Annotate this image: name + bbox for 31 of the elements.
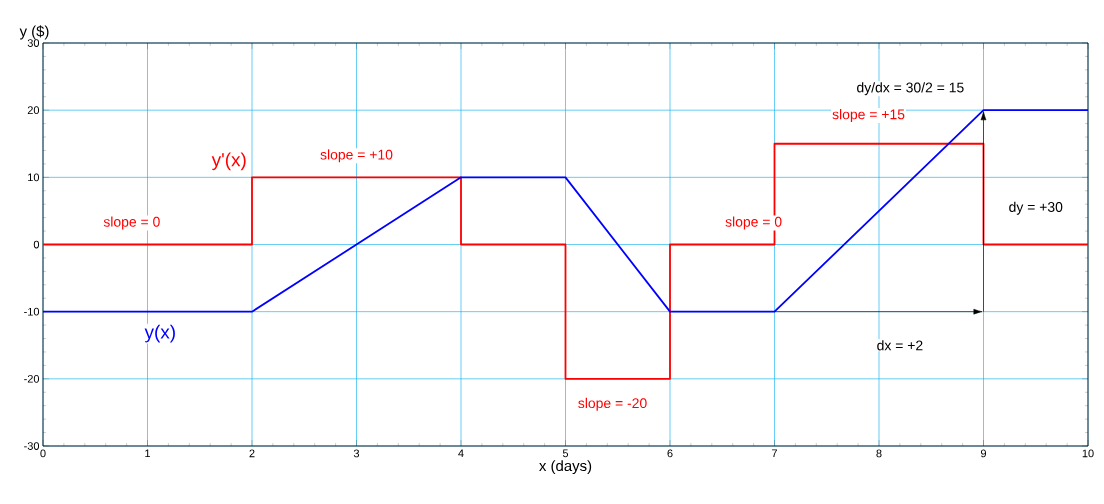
- y-tick-label: 30: [27, 39, 40, 47]
- annotation: slope = 0: [725, 216, 782, 230]
- y-tick-label: 10: [28, 173, 40, 182]
- line-series: [42, 142, 1089, 380]
- y-tick-label: -30: [24, 442, 40, 450]
- x-axis-title: x (days): [539, 460, 592, 475]
- annotation: dy/dx = 30/2 = 15: [857, 82, 964, 96]
- series-label: y(x): [144, 324, 175, 343]
- x-tick-label: 10: [1082, 449, 1094, 458]
- y-axis-title: y ($): [19, 25, 49, 40]
- annotation: slope = 0: [103, 216, 160, 230]
- series-label: y'(x): [211, 152, 246, 171]
- annotation: slope = +10: [320, 149, 393, 163]
- x-tick-label: 5: [562, 449, 569, 458]
- y-tick-label: -10: [24, 307, 40, 316]
- x-tick-label: 8: [876, 449, 882, 458]
- x-tick-label: 1: [145, 449, 151, 458]
- x-tick-label: 3: [353, 449, 360, 458]
- annotation: dx = +2: [877, 340, 923, 351]
- x-tick-label: 4: [458, 449, 464, 458]
- x-tick-label: 9: [980, 449, 987, 458]
- x-tick-label: 7: [772, 449, 777, 458]
- x-tick-label: 0: [40, 449, 46, 458]
- y-tick-label: 20: [27, 106, 40, 115]
- x-tick-label: 2: [249, 449, 255, 458]
- annotation: slope = -20: [578, 397, 647, 411]
- annotation: slope = +15: [832, 109, 905, 123]
- x-tick-label: 6: [667, 449, 673, 458]
- y-tick-label: 0: [33, 240, 40, 249]
- annotation: dy = +30: [1009, 201, 1063, 215]
- y-tick-label: -20: [24, 374, 40, 383]
